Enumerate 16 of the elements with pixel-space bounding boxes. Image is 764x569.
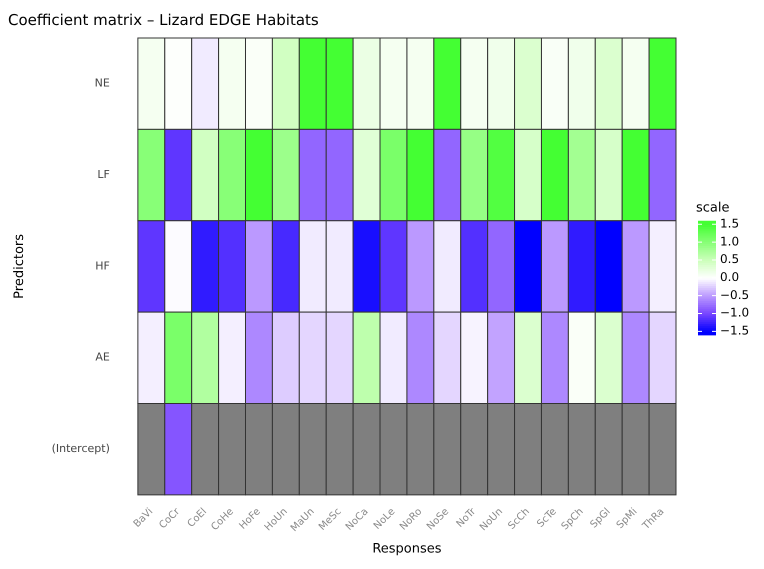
color-bar-label: −1.0 xyxy=(720,306,750,320)
color-bar-label: 1.0 xyxy=(720,234,740,248)
color-bar-label: 0.5 xyxy=(720,252,740,266)
color-bar-label: 0.0 xyxy=(720,270,740,284)
y-tick-label: (Intercept) xyxy=(52,442,110,455)
y-tick-label: NE xyxy=(94,76,110,90)
color-bar-label: −1.5 xyxy=(720,323,750,338)
chart-title: Coefficient matrix – Lizard EDGE Habitats xyxy=(8,10,319,29)
color-bar-title: scale xyxy=(696,200,730,216)
x-axis-title: Responses xyxy=(372,542,442,557)
y-axis-title: Predictors xyxy=(12,234,28,299)
y-tick-label: AE xyxy=(95,350,110,364)
color-bar-label: −0.5 xyxy=(720,288,750,302)
y-tick-label: HF xyxy=(95,259,110,272)
y-tick-label: LF xyxy=(97,168,110,181)
color-bar-label: 1.5 xyxy=(720,216,740,230)
